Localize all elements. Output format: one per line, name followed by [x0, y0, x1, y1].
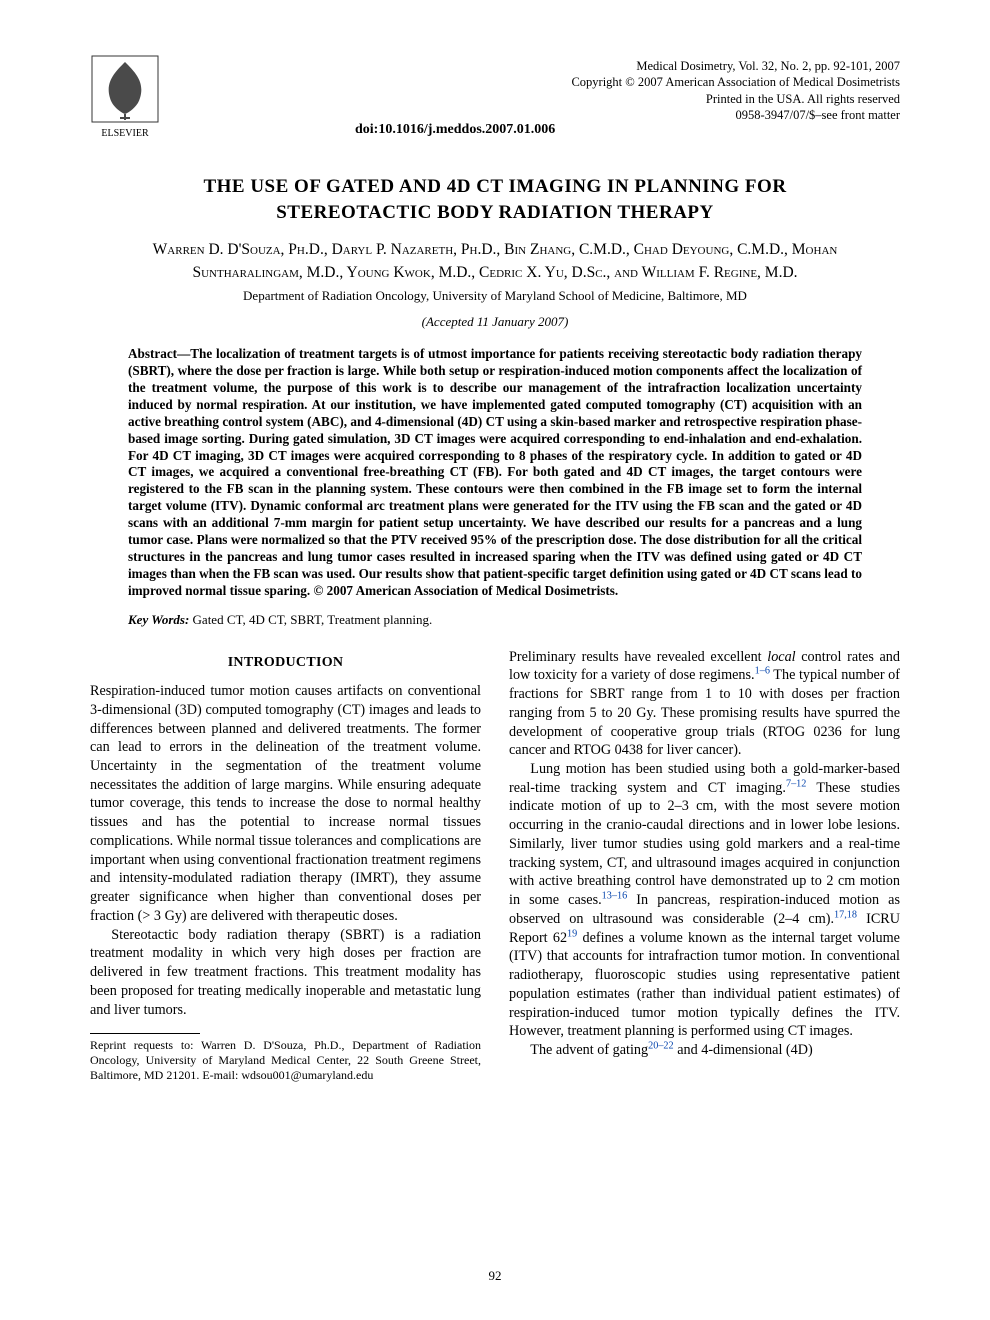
p5-seg-a: The advent of gating [530, 1042, 648, 1058]
citation-20-22[interactable]: 20–22 [648, 1040, 674, 1051]
copyright-line: Copyright © 2007 American Association of… [571, 74, 900, 90]
authors-text: Warren D. D'Souza, Ph.D., Daryl P. Nazar… [153, 241, 838, 280]
intro-paragraph-1: Respiration-induced tumor motion causes … [90, 682, 481, 926]
p4-seg-b: These studies indicate motion of up to 2… [509, 780, 900, 908]
left-column: INTRODUCTION Respiration-induced tumor m… [90, 648, 481, 1084]
keywords: Key Words: Gated CT, 4D CT, SBRT, Treatm… [128, 612, 862, 628]
intro-paragraph-3: Preliminary results have revealed excell… [509, 648, 900, 760]
copyright-block: Medical Dosimetry, Vol. 32, No. 2, pp. 9… [571, 58, 900, 123]
page-number: 92 [0, 1268, 990, 1284]
abstract-body: The localization of treatment targets is… [128, 346, 862, 597]
section-heading-introduction: INTRODUCTION [90, 654, 481, 672]
article-title: THE USE OF GATED AND 4D CT IMAGING IN PL… [130, 174, 860, 225]
issn-line: 0958-3947/07/$–see front matter [571, 107, 900, 123]
citation-7-12[interactable]: 7–12 [786, 778, 806, 789]
intro-paragraph-4: Lung motion has been studied using both … [509, 760, 900, 1041]
citation-19[interactable]: 19 [567, 928, 577, 939]
accepted-date-text: (Accepted 11 January 2007) [422, 314, 569, 329]
page-header: ELSEVIER doi:10.1016/j.meddos.2007.01.00… [90, 54, 900, 144]
journal-citation: Medical Dosimetry, Vol. 32, No. 2, pp. 9… [571, 58, 900, 74]
footnote-text: Reprint requests to: Warren D. D'Souza, … [90, 1038, 481, 1082]
p5-seg-b: and 4-dimensional (4D) [674, 1042, 813, 1058]
right-column: Preliminary results have revealed excell… [509, 648, 900, 1084]
accepted-date: (Accepted 11 January 2007) [90, 314, 900, 330]
printed-line: Printed in the USA. All rights reserved [571, 91, 900, 107]
reprint-footnote: Reprint requests to: Warren D. D'Souza, … [90, 1038, 481, 1083]
footnote-rule [90, 1033, 200, 1034]
svg-text:ELSEVIER: ELSEVIER [101, 128, 149, 139]
doi: doi:10.1016/j.meddos.2007.01.006 [355, 122, 555, 138]
intro-paragraph-2: Stereotactic body radiation therapy (SBR… [90, 926, 481, 1020]
keywords-body: Gated CT, 4D CT, SBRT, Treatment plannin… [189, 612, 432, 627]
abstract-label: Abstract— [128, 346, 190, 361]
body-columns: INTRODUCTION Respiration-induced tumor m… [90, 648, 900, 1084]
citation-17-18[interactable]: 17,18 [834, 909, 857, 920]
p3-seg-b-italic: local [767, 649, 795, 665]
intro-paragraph-5: The advent of gating20–22 and 4-dimensio… [509, 1041, 900, 1060]
author-list: Warren D. D'Souza, Ph.D., Daryl P. Nazar… [110, 239, 880, 284]
affiliation: Department of Radiation Oncology, Univer… [90, 288, 900, 304]
p4-seg-e: defines a volume known as the internal t… [509, 930, 900, 1040]
keywords-label: Key Words: [128, 612, 189, 627]
journal-page: ELSEVIER doi:10.1016/j.meddos.2007.01.00… [0, 0, 990, 1133]
citation-13-16[interactable]: 13–16 [602, 890, 628, 901]
abstract: Abstract—The localization of treatment t… [128, 346, 862, 599]
elsevier-tree-icon: ELSEVIER [90, 54, 160, 139]
p3-seg-a: Preliminary results have revealed excell… [509, 649, 767, 665]
citation-1-6[interactable]: 1–6 [755, 666, 770, 677]
publisher-logo: ELSEVIER [90, 54, 160, 139]
